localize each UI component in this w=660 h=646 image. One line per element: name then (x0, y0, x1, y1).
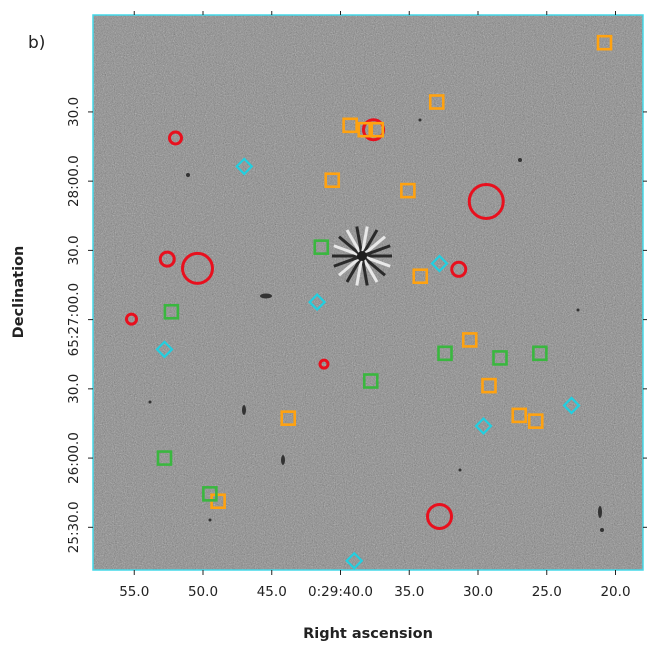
cyan-diamond-marker (345, 551, 364, 570)
y-axis-title: Declination (11, 246, 27, 339)
orange-square-marker (342, 117, 358, 134)
panel-label: b) (28, 33, 45, 53)
x-tick-label: 25.0 (532, 584, 562, 600)
x-tick-label: 35.0 (394, 584, 424, 600)
y-tick-label: 65:27:00.0 (66, 283, 82, 357)
red-circle-marker (168, 130, 183, 146)
x-tick-labels: 55.0 50.0 45.0 0:29:40.0 35.0 30.0 25.0 20.0 (119, 584, 630, 600)
y-tick-label: 30.0 (66, 374, 82, 404)
x-tick-label: 55.0 (119, 584, 149, 600)
cyan-diamond-marker (430, 254, 449, 273)
x-axis-title: Right ascension (303, 626, 433, 642)
plot-frame (92, 14, 644, 571)
green-square-marker (163, 303, 180, 320)
x-tick-label: 20.0 (600, 584, 630, 600)
x-tick-label: 50.0 (188, 584, 218, 600)
red-circle-marker (426, 502, 453, 530)
green-square-marker (437, 345, 453, 362)
green-square-marker (362, 373, 379, 389)
red-circle-marker (158, 250, 176, 268)
bright-star-artifact (332, 226, 392, 286)
orange-square-marker (511, 407, 528, 424)
cyan-diamond-marker (562, 396, 581, 415)
x-tick-label: 45.0 (257, 584, 287, 600)
y-tick-label: 26:00.0 (66, 432, 82, 484)
green-square-marker (313, 239, 330, 255)
y-tick-labels: 25:30.0 26:00.0 30.0 65:27:00.0 30.0 28:00.0 3… (66, 97, 82, 553)
orange-square-marker (368, 121, 385, 138)
orange-square-marker (596, 34, 613, 51)
red-circle-marker (181, 251, 214, 285)
cyan-diamond-marker (308, 293, 327, 312)
orange-square-marker (481, 377, 497, 394)
y-tick-label: 30.0 (66, 97, 82, 127)
orange-square-marker (400, 182, 416, 199)
orange-square-marker (324, 172, 341, 189)
cyan-diamond-marker (474, 416, 493, 436)
orange-square-marker (527, 413, 544, 429)
x-tick-label: 30.0 (463, 584, 493, 600)
green-square-marker (156, 450, 173, 466)
sky-image (93, 15, 643, 570)
faint-sources (148, 118, 604, 532)
green-square-marker (492, 350, 508, 366)
red-circle-marker (467, 182, 505, 220)
axis-ticks (88, 11, 647, 575)
orange-square-marker (461, 332, 478, 348)
red-circle-marker (450, 260, 468, 278)
cyan-diamond-marker (155, 340, 174, 359)
y-tick-label: 28:00.0 (66, 155, 82, 207)
green-square-marker (532, 345, 548, 362)
red-circle-marker (125, 312, 138, 326)
green-square-marker (202, 486, 218, 502)
orange-square-marker (428, 94, 445, 110)
orange-square-marker (412, 268, 429, 285)
x-tick-label: 0:29:40.0 (308, 584, 373, 600)
orange-square-marker (357, 121, 374, 138)
source-markers (125, 34, 613, 570)
cyan-diamond-marker (235, 157, 254, 176)
red-circle-marker (318, 358, 330, 370)
orange-square-marker (280, 410, 297, 426)
y-tick-label: 25:30.0 (66, 501, 82, 553)
y-tick-label: 30.0 (66, 235, 82, 265)
